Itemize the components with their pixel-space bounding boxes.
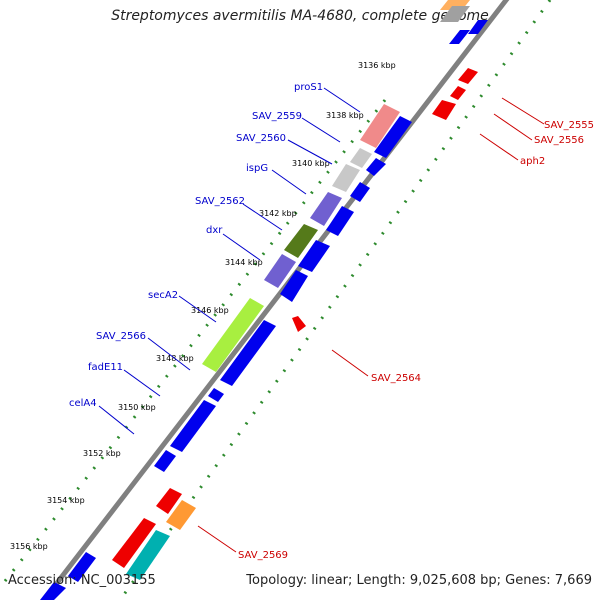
gene-feature-seca2 (202, 298, 264, 372)
leader-line (287, 139, 333, 165)
tick-label: 3156 kbp (10, 542, 48, 551)
leader-line (197, 525, 237, 553)
tick-label: 3136 kbp (358, 61, 396, 70)
leader-line (301, 117, 341, 143)
gene-feature-dxr (264, 254, 296, 288)
gene-label-forward[interactable]: SAV_2562 (195, 196, 245, 207)
tick-label: 3152 kbp (83, 449, 121, 458)
gene-feature-sav2560 (332, 164, 360, 192)
gene-feature-red-2 (450, 86, 466, 100)
gene-label-reverse[interactable]: SAV_2564 (371, 373, 421, 384)
gene-label-forward[interactable]: SAV_2559 (252, 111, 302, 122)
gene-label-forward[interactable]: dxr (206, 225, 223, 236)
gene-label-forward[interactable]: proS1 (294, 82, 323, 93)
tick-label: 3140 kbp (292, 159, 330, 168)
map-title: Streptomyces avermitilis MA-4680, comple… (111, 8, 489, 24)
gene-feature-blue-5 (298, 240, 330, 272)
gene-label-forward[interactable]: celA4 (69, 398, 97, 409)
gene-feature-blue-lower-2 (40, 582, 66, 600)
gene-label-forward[interactable]: fadE11 (88, 362, 123, 373)
gene-feature-red-small (292, 316, 306, 332)
gene-feature-sav2559 (350, 148, 372, 168)
gene-feature-blue-7 (220, 320, 276, 386)
label-leader-lines (98, 87, 545, 553)
genome-backbone (40, 0, 510, 600)
gene-feature-pros1 (360, 104, 400, 148)
gene-feature-red-lower-2 (112, 518, 156, 568)
leader-line (271, 169, 307, 195)
gene-feature-top-grey (440, 6, 470, 22)
gene-feature-ispg (310, 192, 342, 226)
gene-feature-red-lower-1 (156, 488, 182, 514)
gene-feature-blue-9 (170, 400, 216, 452)
gene-feature-orange-lower (166, 500, 196, 530)
leader-line (123, 369, 161, 397)
left-tick-track (0, 99, 387, 590)
gene-label-reverse[interactable]: SAV_2569 (238, 550, 288, 561)
gene-feature-top-blue-2 (468, 20, 488, 34)
leader-line (501, 97, 545, 125)
gene-label-forward[interactable]: ispG (246, 163, 268, 174)
gene-label-forward[interactable]: SAV_2566 (96, 331, 146, 342)
gene-label-reverse[interactable]: SAV_2555 (544, 120, 594, 131)
gene-feature-blue-lower (68, 552, 96, 582)
gene-feature-cyan-lower (126, 530, 170, 580)
gene-feature-blue-8 (208, 388, 224, 402)
gene-label-forward[interactable]: SAV_2560 (236, 133, 286, 144)
gene-feature-red-3 (432, 100, 456, 120)
gene-label-reverse[interactable]: SAV_2556 (534, 135, 584, 146)
leader-line (479, 133, 519, 161)
gene-feature-blue-1 (374, 116, 412, 158)
accession-text: Accession: NC_003155 (8, 573, 156, 588)
tick-label: 3146 kbp (191, 306, 229, 315)
gene-feature-blue-6 (280, 270, 308, 302)
gene-feature-blue-2 (366, 158, 386, 176)
tick-label: 3144 kbp (225, 258, 263, 267)
gene-feature-blue-4 (326, 206, 354, 236)
topology-summary: Topology: linear; Length: 9,025,608 bp; … (246, 573, 592, 588)
leader-line (98, 405, 135, 435)
tick-label: 3150 kbp (118, 403, 156, 412)
tick-label: 3154 kbp (47, 496, 85, 505)
leader-line (178, 295, 217, 323)
leader-line (323, 87, 361, 113)
gene-label-reverse[interactable]: aph2 (520, 156, 545, 167)
leader-line (242, 203, 283, 231)
tick-label: 3138 kbp (326, 111, 364, 120)
gene-feature-blue-3 (350, 182, 370, 202)
gene-feature-red-1 (458, 68, 478, 84)
tick-labels: 3136 kbp 3138 kbp 3140 kbp 3142 kbp 3144 kbp… (10, 61, 396, 551)
leader-line (222, 233, 261, 261)
leader-line (147, 337, 191, 371)
gene-label-forward[interactable]: secA2 (148, 290, 178, 301)
gene-feature-blue-10 (154, 450, 176, 472)
tick-label: 3142 kbp (259, 209, 297, 218)
gene-feature-top-blue (449, 30, 470, 44)
leader-line (493, 113, 533, 141)
leader-line (331, 349, 369, 377)
gene-feature-sav2562 (284, 224, 318, 258)
